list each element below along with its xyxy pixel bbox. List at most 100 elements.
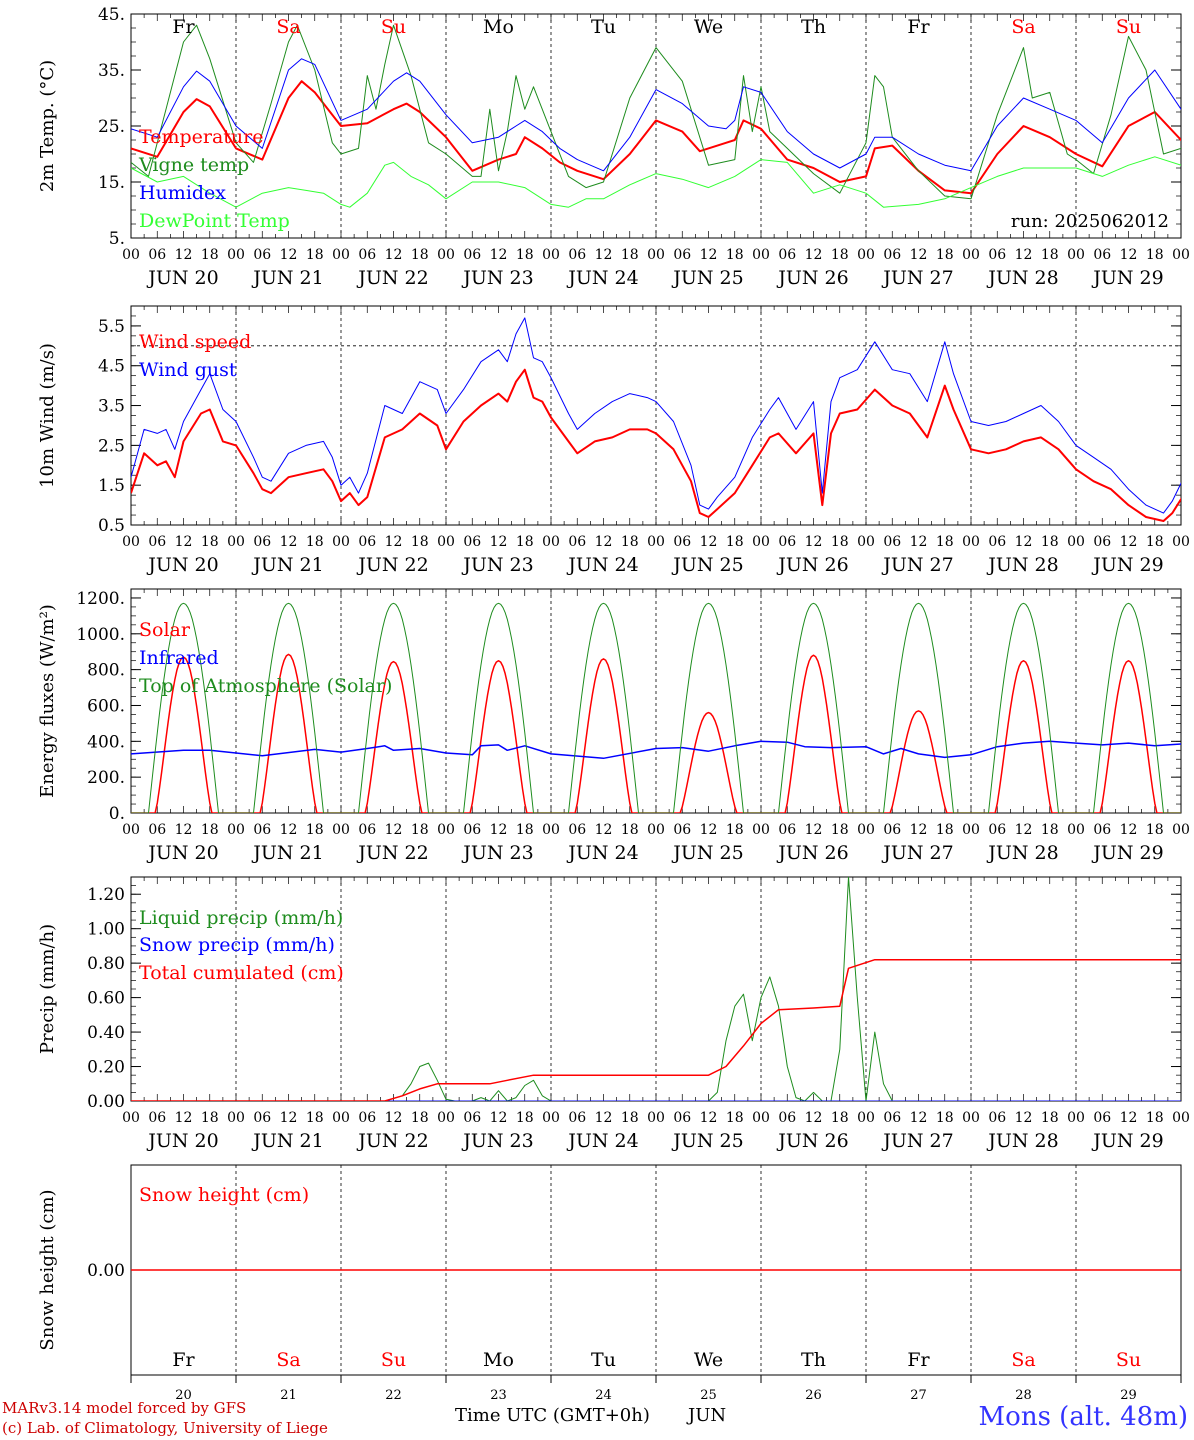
hour-tick-label: 06 bbox=[568, 534, 586, 550]
day-number: 29 bbox=[1120, 1388, 1137, 1403]
day-of-week-bottom: Fr bbox=[172, 1349, 195, 1371]
hour-tick-label: 00 bbox=[1067, 1110, 1085, 1126]
model-credit: MARv3.14 model forced by GFS bbox=[2, 1399, 247, 1417]
hour-tick-label: 12 bbox=[595, 1110, 613, 1126]
hour-tick-label: 06 bbox=[1093, 534, 1111, 550]
y-tick-label: 0.80 bbox=[87, 954, 125, 974]
day-of-week-bottom: Sa bbox=[276, 1349, 300, 1371]
hour-tick-label: 12 bbox=[280, 822, 298, 838]
hour-tick-label: 00 bbox=[437, 247, 455, 263]
day-of-week-top: Mo bbox=[483, 16, 514, 38]
hour-tick-label: 00 bbox=[227, 247, 245, 263]
hour-tick-label: 00 bbox=[542, 247, 560, 263]
hour-tick-label: 12 bbox=[700, 1110, 718, 1126]
hour-tick-label: 18 bbox=[306, 247, 324, 263]
series-line-wind-speed bbox=[131, 368, 1181, 522]
legend-entry: Top of Atmosphere (Solar) bbox=[139, 675, 392, 697]
hour-tick-label: 18 bbox=[1146, 534, 1164, 550]
series-line-wind-gust bbox=[131, 317, 1181, 514]
date-label: JUN 26 bbox=[776, 842, 848, 864]
hour-tick-label: 00 bbox=[227, 1110, 245, 1126]
hour-tick-label: 06 bbox=[988, 822, 1006, 838]
day-of-week-top: Sa bbox=[1011, 16, 1035, 38]
day-of-week-bottom: Th bbox=[801, 1349, 826, 1371]
y-tick-label: 200. bbox=[87, 768, 125, 788]
hour-tick-label: 06 bbox=[883, 534, 901, 550]
hour-tick-label: 00 bbox=[1172, 822, 1190, 838]
y-tick-label: 5.5 bbox=[98, 317, 125, 337]
hour-tick-label: 18 bbox=[726, 1110, 744, 1126]
hour-tick-label: 06 bbox=[568, 1110, 586, 1126]
date-label: JUN 23 bbox=[461, 554, 533, 576]
y-tick-label: 0.5 bbox=[98, 516, 125, 536]
y-tick-label: 3.5 bbox=[98, 397, 125, 417]
hour-tick-label: 06 bbox=[148, 822, 166, 838]
day-of-week-bottom: Mo bbox=[483, 1349, 514, 1371]
hour-tick-label: 12 bbox=[805, 534, 823, 550]
hour-tick-label: 06 bbox=[673, 1110, 691, 1126]
y-axis-label: 10m Wind (m/s) bbox=[37, 343, 58, 488]
hour-tick-label: 12 bbox=[385, 534, 403, 550]
day-of-week-top: Th bbox=[801, 16, 826, 38]
hour-tick-label: 06 bbox=[253, 1110, 271, 1126]
hour-tick-label: 00 bbox=[962, 822, 980, 838]
series-line-vigne-temp bbox=[131, 24, 1181, 200]
date-label: JUN 26 bbox=[776, 1130, 848, 1152]
hour-tick-label: 18 bbox=[726, 247, 744, 263]
panel-5: Snow height (cm) bbox=[37, 1164, 1182, 1376]
panel-1: 2m Temp. (°C) bbox=[37, 13, 1182, 239]
hour-tick-label: 00 bbox=[1172, 1110, 1190, 1126]
hour-tick-label: 06 bbox=[883, 1110, 901, 1126]
day-number: 26 bbox=[805, 1388, 822, 1403]
hour-tick-label: 00 bbox=[332, 534, 350, 550]
day-number: 25 bbox=[700, 1388, 717, 1403]
hour-tick-label: 18 bbox=[831, 534, 849, 550]
date-label: JUN 29 bbox=[1091, 267, 1163, 289]
day-number: 24 bbox=[595, 1388, 612, 1403]
hour-tick-label: 18 bbox=[411, 1110, 429, 1126]
date-label: JUN 28 bbox=[986, 267, 1058, 289]
hour-tick-label: 18 bbox=[516, 1110, 534, 1126]
hour-tick-label: 18 bbox=[201, 247, 219, 263]
hour-tick-label: 06 bbox=[358, 247, 376, 263]
legend-entry: Humidex bbox=[139, 182, 226, 204]
hour-tick-label: 18 bbox=[1041, 1110, 1059, 1126]
day-of-week-bottom: We bbox=[694, 1349, 723, 1371]
hour-tick-label: 00 bbox=[122, 1110, 140, 1126]
date-label: JUN 28 bbox=[986, 1130, 1058, 1152]
y-axis-label: Snow height (cm) bbox=[37, 1189, 58, 1350]
hour-tick-label: 00 bbox=[122, 247, 140, 263]
hour-tick-label: 18 bbox=[621, 822, 639, 838]
hour-tick-label: 06 bbox=[988, 1110, 1006, 1126]
hour-tick-label: 12 bbox=[805, 247, 823, 263]
day-number: 21 bbox=[280, 1388, 297, 1403]
date-label: JUN 24 bbox=[566, 1130, 638, 1152]
date-label: JUN 27 bbox=[881, 842, 953, 864]
hour-tick-label: 18 bbox=[201, 822, 219, 838]
date-label: JUN 27 bbox=[881, 1130, 953, 1152]
hour-tick-label: 18 bbox=[516, 534, 534, 550]
hour-tick-label: 00 bbox=[752, 1110, 770, 1126]
hour-tick-label: 06 bbox=[778, 534, 796, 550]
series-group bbox=[131, 877, 1181, 1101]
lab-credit: (c) Lab. of Climatology, University of L… bbox=[2, 1419, 328, 1437]
hour-tick-label: 12 bbox=[490, 822, 508, 838]
hour-tick-label: 06 bbox=[568, 822, 586, 838]
hour-tick-label: 18 bbox=[831, 247, 849, 263]
hour-tick-label: 00 bbox=[647, 1110, 665, 1126]
hour-tick-label: 00 bbox=[857, 1110, 875, 1126]
hour-tick-label: 12 bbox=[490, 534, 508, 550]
day-number: 28 bbox=[1015, 1388, 1032, 1403]
series-line-dewpoint-temp bbox=[131, 156, 1181, 208]
hour-tick-label: 18 bbox=[936, 1110, 954, 1126]
date-label: JUN 20 bbox=[146, 1130, 218, 1152]
legend-entry: Wind speed bbox=[139, 331, 251, 353]
hour-tick-label: 00 bbox=[332, 822, 350, 838]
hour-tick-label: 06 bbox=[463, 247, 481, 263]
y-tick-label: 400. bbox=[87, 732, 125, 752]
date-label: JUN 20 bbox=[146, 267, 218, 289]
hour-tick-label: 12 bbox=[1015, 534, 1033, 550]
hour-tick-label: 18 bbox=[201, 534, 219, 550]
hour-tick-label: 18 bbox=[411, 247, 429, 263]
hour-tick-label: 12 bbox=[280, 247, 298, 263]
